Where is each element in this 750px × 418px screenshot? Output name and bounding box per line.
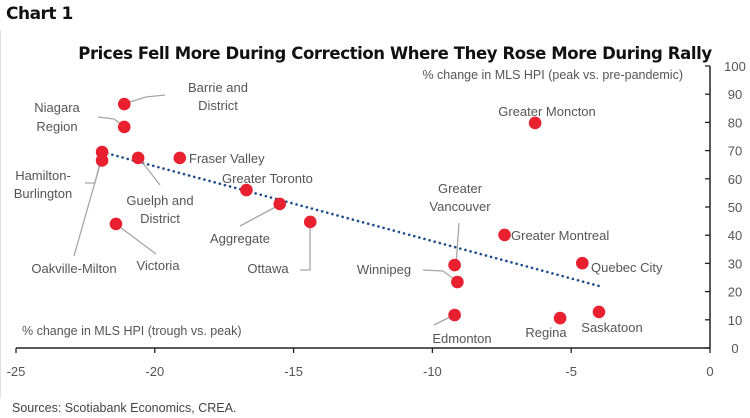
x-axis-title: % change in MLS HPI (trough vs. peak)	[22, 324, 242, 338]
point-label-barrie-and-district: Barrie and	[188, 80, 248, 95]
point-ottawa	[303, 215, 317, 229]
point-label-niagara-region: Niagara	[34, 100, 80, 115]
point-fraser-valley	[173, 151, 187, 165]
leader-line-barrie-and-district	[122, 94, 166, 105]
point-winnipeg	[451, 275, 464, 289]
point-label-guelph-and-district: District	[140, 211, 180, 226]
point-label-aggregate: Aggregate	[210, 231, 270, 246]
source-note: Sources: Scotiabank Economics, CREA.	[12, 401, 237, 415]
point-label-greater-montreal: Greater Montreal	[511, 228, 609, 243]
y-tick-label: 20	[728, 285, 742, 300]
point-saskatoon	[592, 305, 606, 319]
x-tick-label: -20	[145, 364, 164, 379]
point-label-guelph-and-district: Guelph and	[126, 193, 193, 208]
point-guelph-and-district	[131, 151, 145, 165]
leader-line-ottawa	[300, 222, 311, 271]
point-label-victoria: Victoria	[136, 258, 180, 273]
point-greater-montreal	[498, 228, 511, 242]
point-label-greater-vancouver: Vancouver	[429, 199, 491, 214]
point-greater-vancouver	[448, 258, 461, 272]
point-label-quebec-city: Quebec City	[591, 260, 663, 275]
leader-line-oakville-milton	[73, 160, 102, 257]
point-label-hamilton-burlington: Hamilton-	[15, 168, 71, 183]
y-tick-label: 60	[728, 172, 742, 187]
y-tick-label: 100	[724, 59, 746, 74]
point-label-oakville-milton: Oakville-Milton	[31, 261, 116, 276]
point-victoria	[109, 217, 123, 231]
point-label-niagara-region: Region	[36, 119, 77, 134]
point-label-barrie-and-district: District	[198, 98, 238, 113]
y-tick-label: 80	[728, 115, 742, 130]
point-oakville-milton	[95, 154, 109, 167]
chart-frame	[0, 30, 749, 398]
x-tick-label: -10	[423, 364, 442, 379]
point-regina	[553, 311, 567, 325]
point-greater-moncton	[528, 116, 542, 130]
point-label-saskatoon: Saskatoon	[581, 320, 642, 335]
y-tick-label: 10	[728, 313, 742, 328]
y-axis-title: % change in MLS HPI (peak vs. pre-pandem…	[422, 68, 683, 82]
x-tick-label: 0	[706, 364, 713, 379]
trendline	[100, 150, 601, 288]
point-label-greater-vancouver: Greater	[438, 181, 483, 196]
x-tick-label: -25	[7, 364, 26, 379]
y-tick-label: 70	[728, 144, 742, 159]
point-aggregate	[273, 197, 287, 211]
point-label-edmonton: Edmonton	[432, 331, 491, 346]
leader-line-guelph-and-district	[138, 157, 161, 186]
y-tick-label: 90	[728, 87, 742, 102]
leader-line-victoria	[115, 223, 157, 255]
point-label-ottawa: Ottawa	[247, 261, 289, 276]
point-label-winnipeg: Winnipeg	[357, 262, 411, 277]
point-greater-toronto	[240, 183, 253, 197]
point-label-fraser-valley: Fraser Valley	[189, 151, 265, 166]
y-tick-label: 0	[731, 341, 738, 356]
y-tick-label: 30	[728, 256, 742, 271]
chart-number-label: Chart 1	[6, 4, 73, 24]
x-tick-label: -15	[284, 364, 303, 379]
chart-title: Prices Fell More During Correction Where…	[78, 44, 712, 63]
point-label-greater-toronto: Greater Toronto	[222, 171, 313, 186]
y-tick-label: 50	[728, 200, 742, 215]
point-label-hamilton-burlington: Burlington	[14, 186, 73, 201]
point-edmonton	[448, 308, 461, 322]
point-label-regina: Regina	[525, 325, 567, 340]
leader-line-greater-vancouver	[455, 222, 460, 266]
point-niagara-region	[117, 120, 131, 134]
point-label-greater-moncton: Greater Moncton	[498, 104, 596, 119]
x-tick-label: -5	[565, 364, 577, 379]
point-quebec-city	[576, 256, 589, 270]
point-barrie-and-district	[117, 97, 131, 111]
y-tick-label: 40	[728, 228, 742, 243]
leader-line-aggregate	[239, 203, 282, 227]
